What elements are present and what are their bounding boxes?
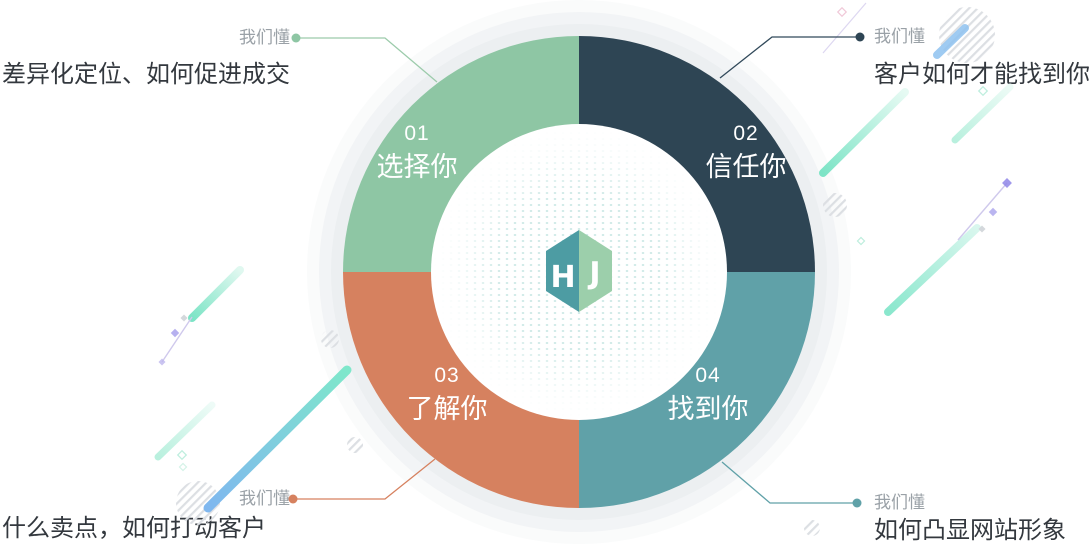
decor-stripe [933,24,969,59]
diamond-icon [180,314,188,322]
callout-description-top-left: 差异化定位、如何促进成交 [2,61,290,88]
hatched-circle-icon [347,437,363,453]
callout-tag-top-left: 我们懂 [239,28,290,47]
diamond-icon [988,207,998,217]
hatched-circle-icon [939,7,995,63]
diamond-icon [978,225,986,233]
callout-tag-bottom-left: 我们懂 [239,489,290,508]
decor-stripe [819,88,909,177]
hatched-circle-icon [823,193,847,217]
diamond-icon [158,358,166,366]
callout-dot [291,33,301,43]
diamond-icon [1002,178,1012,188]
callout-line-bottom-left [288,458,436,504]
hatched-circle-icon [321,330,339,348]
logo-right-face [579,230,612,312]
decor-stripe [203,365,352,513]
decor-stripe [188,266,244,322]
logo-letter-h: H [550,260,575,295]
logo-letter-j: J [587,256,600,291]
callout-dot [852,498,862,508]
hj-hexagon-logo-icon: H J [546,230,612,312]
decor-thin-line [161,316,193,363]
hatched-circle-icon [804,520,820,536]
callout-tag-top-right: 我们懂 [874,27,925,46]
diamond-icon [856,236,866,246]
diamond-icon [836,6,848,18]
callout-description-top-right: 客户如何才能找到你 [874,61,1090,88]
callout-line-bottom-right [721,461,862,508]
diamond-icon [170,328,180,338]
decor-thin-line [957,182,1008,241]
callout-description-bottom-right: 如何凸显网站形象 [874,517,1066,544]
diamond-icon [178,462,188,472]
callout-dot [855,32,865,42]
callout-line-top-left [291,33,438,83]
callout-tag-bottom-right: 我们懂 [874,493,925,512]
callout-description-bottom-left: 什么卖点，如何打动客户 [2,515,266,542]
decor-stripe [884,224,981,316]
decor-stripe [154,401,216,461]
decor-stripe [951,83,1014,144]
logo-left-face [546,230,579,312]
diamond-icon [176,449,188,461]
decor-thin-line [822,2,867,54]
callout-line-top-right [719,32,865,79]
